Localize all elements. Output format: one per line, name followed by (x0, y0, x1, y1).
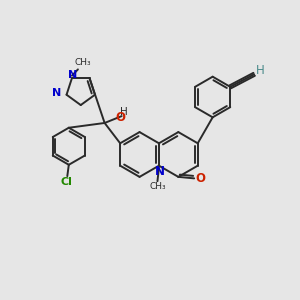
Text: H: H (121, 107, 128, 117)
Text: CH₃: CH₃ (75, 58, 91, 67)
Text: N: N (68, 70, 77, 80)
Text: O: O (195, 172, 205, 184)
Text: N: N (52, 88, 61, 98)
Text: Cl: Cl (61, 176, 73, 187)
Text: N: N (154, 165, 164, 178)
Text: O: O (115, 111, 125, 124)
Text: CH₃: CH₃ (149, 182, 166, 191)
Text: H: H (256, 64, 265, 77)
